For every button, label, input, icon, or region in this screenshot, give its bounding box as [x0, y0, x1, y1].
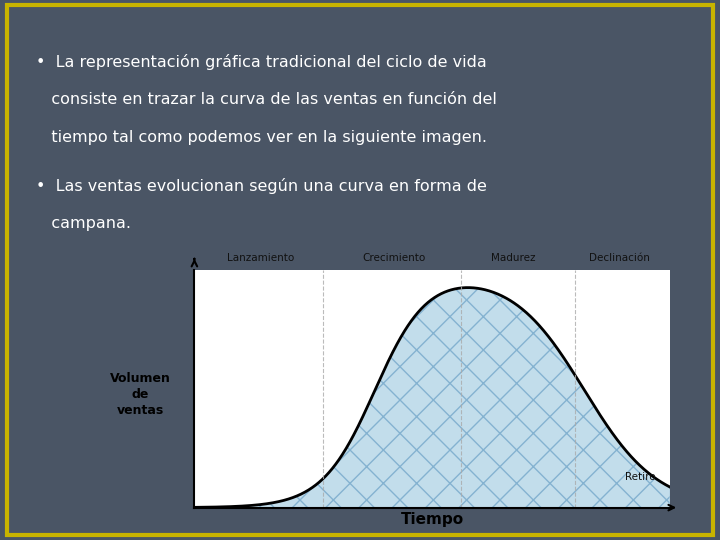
- Text: Crecimiento: Crecimiento: [362, 253, 426, 263]
- Text: Madurez: Madurez: [490, 253, 535, 263]
- Text: •  La representación gráfica tradicional del ciclo de vida: • La representación gráfica tradicional …: [36, 54, 487, 70]
- Text: Declinación: Declinación: [589, 253, 650, 263]
- Text: campana.: campana.: [36, 216, 131, 231]
- Text: consiste en trazar la curva de las ventas en función del: consiste en trazar la curva de las venta…: [36, 92, 497, 107]
- Text: •  Las ventas evolucionan según una curva en forma de: • Las ventas evolucionan según una curva…: [36, 178, 487, 194]
- X-axis label: Tiempo: Tiempo: [400, 512, 464, 526]
- Text: Volumen
de
ventas: Volumen de ventas: [110, 372, 171, 417]
- Text: Retiro: Retiro: [625, 472, 655, 482]
- Text: Lanzamiento: Lanzamiento: [228, 253, 294, 263]
- Text: tiempo tal como podemos ver en la siguiente imagen.: tiempo tal como podemos ver en la siguie…: [36, 130, 487, 145]
